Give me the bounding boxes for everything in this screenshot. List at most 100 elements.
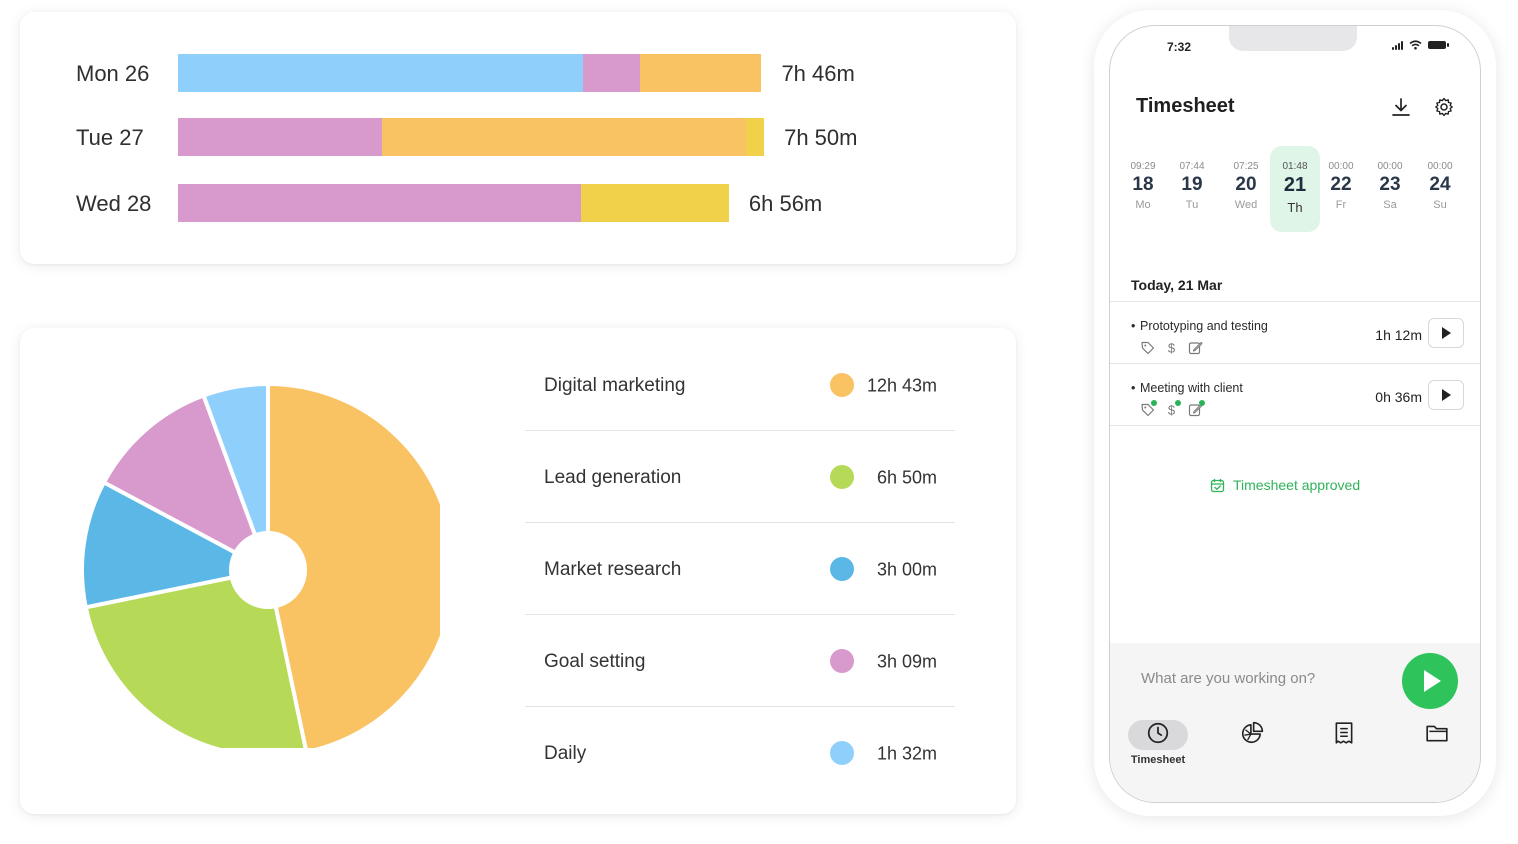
day-tracked-time: 07:44 [1179, 161, 1205, 172]
project-pie-chart [80, 382, 440, 748]
entry-icons: $ [1140, 400, 1205, 418]
bar-total-label: 7h 46m [781, 61, 855, 86]
legend-label: Daily [544, 743, 587, 764]
bar-segment [382, 118, 747, 156]
calendar-check-icon [1210, 478, 1225, 492]
day-name: Fr [1335, 199, 1347, 211]
legend-item: Market research 3h 00m [525, 523, 955, 615]
day-21[interactable]: 01:48 21 Th [1270, 146, 1320, 232]
nav-pill [1407, 720, 1467, 750]
day-tracked-time: 00:00 [1377, 161, 1403, 172]
resume-entry-button[interactable] [1428, 318, 1464, 348]
legend-color-dot [830, 741, 854, 765]
nav-item-pie-chart[interactable] [1220, 720, 1284, 750]
legend-value: 6h 50m [876, 467, 937, 488]
folder-icon [1425, 721, 1449, 750]
day-23[interactable]: 00:00 23 Sa [1365, 146, 1415, 232]
download-icon[interactable] [1390, 96, 1412, 118]
divider [1110, 425, 1480, 426]
day-tracked-time: 07:25 [1233, 161, 1259, 172]
legend-value: 12h 43m [866, 375, 937, 396]
day-tracked-time: 01:48 [1282, 161, 1308, 172]
day-name: Mo [1135, 199, 1151, 211]
entry-icons: $ [1140, 340, 1203, 356]
project-breakdown-card: Digital marketing 12h 43m Lead generation 6… [20, 328, 1016, 814]
day-name: Wed [1234, 199, 1258, 211]
legend-label: Lead generation [544, 467, 682, 488]
day-number: 21 [1283, 174, 1307, 196]
clock-icon [1146, 721, 1170, 750]
billable-icon[interactable]: $ [1164, 400, 1181, 418]
time-entry[interactable]: Meeting with client $0h 36m [1110, 364, 1480, 426]
edit-icon[interactable] [1188, 400, 1205, 417]
legend-color-dot [830, 557, 854, 581]
nav-item-clock[interactable]: Timesheet [1126, 720, 1190, 766]
time-entry[interactable]: Prototyping and testing $1h 12m [1110, 302, 1480, 364]
pie-slice [101, 393, 270, 572]
legend-item: Lead generation 6h 50m [525, 431, 955, 523]
daily-breakdown-card: Mon 26 7h 46m Tue 27 7h 50m Wed 28 6h 56m [20, 12, 1016, 264]
day-number: 23 [1379, 174, 1401, 195]
day-tracked-time: 00:00 [1328, 161, 1354, 172]
day-tracked-time: 09:29 [1130, 161, 1156, 172]
bar-total-label: 6h 56m [748, 191, 823, 216]
phone-screen: 7:32 Timesheet 09:29 18 Mo 07:44 19 Tu 07:25 20… [1109, 25, 1481, 803]
tag-icon[interactable] [1140, 340, 1155, 355]
day-tracked-time: 00:00 [1427, 161, 1453, 172]
legend-item: Goal setting 3h 09m [525, 615, 955, 707]
stacked-bar [178, 184, 729, 222]
legend-divider [525, 522, 955, 523]
pie-slice [83, 568, 308, 748]
edit-icon[interactable] [1188, 340, 1203, 355]
pie-slice [201, 382, 270, 572]
bar-total-label: 7h 50m [784, 125, 858, 150]
timer-description-input[interactable] [1141, 670, 1381, 687]
legend-label: Digital marketing [544, 375, 686, 396]
nav-item-folder[interactable] [1405, 720, 1469, 750]
billable-icon[interactable]: $ [1164, 340, 1179, 356]
active-indicator [1199, 400, 1205, 406]
bar-segment [178, 184, 582, 222]
gear-icon[interactable] [1433, 96, 1455, 118]
day-24[interactable]: 00:00 24 Su [1415, 146, 1465, 232]
nav-item-receipt[interactable] [1312, 720, 1376, 750]
bottom-bar: Timesheet [1110, 643, 1480, 802]
svg-text:$: $ [1168, 341, 1176, 356]
status-icons [1392, 40, 1449, 50]
stacked-bar [178, 118, 765, 156]
pie-center-hole [229, 531, 307, 609]
wifi-icon [1409, 40, 1422, 50]
today-label: Today, 21 Mar [1131, 277, 1223, 293]
legend-label: Goal setting [544, 651, 646, 672]
resume-entry-button[interactable] [1428, 380, 1464, 410]
legend-item: Digital marketing 12h 43m [525, 339, 955, 431]
day-22[interactable]: 00:00 22 Fr [1316, 146, 1366, 232]
bar-row: Mon 26 7h 46m [20, 54, 1016, 92]
approval-text: Timesheet approved [1233, 477, 1361, 493]
entry-duration: 0h 36m [1375, 389, 1422, 405]
legend-color-dot [830, 373, 854, 397]
active-indicator [1151, 400, 1157, 406]
legend-value: 3h 09m [876, 651, 937, 672]
divider [1110, 363, 1480, 364]
day-18[interactable]: 09:29 18 Mo [1118, 146, 1168, 232]
start-timer-button[interactable] [1402, 653, 1458, 709]
legend-item: Daily 1h 32m [525, 707, 955, 799]
day-name: Tu [1185, 199, 1199, 211]
day-19[interactable]: 07:44 19 Tu [1167, 146, 1217, 232]
legend-value: 1h 32m [876, 743, 937, 764]
entry-duration: 1h 12m [1375, 327, 1422, 343]
day-20[interactable]: 07:25 20 Wed [1221, 146, 1271, 232]
legend-label: Market research [544, 559, 682, 580]
bar-segment [639, 54, 762, 92]
bar-segment [178, 54, 583, 92]
nav-pill [1128, 720, 1188, 750]
legend-color-dot [830, 465, 854, 489]
day-number: 22 [1330, 174, 1352, 195]
bar-segment [178, 118, 383, 156]
legend-value: 3h 00m [876, 559, 937, 580]
pie-slice [80, 480, 270, 610]
pie-slice [266, 382, 440, 748]
day-name: Th [1287, 200, 1303, 215]
tag-icon[interactable] [1140, 400, 1157, 417]
